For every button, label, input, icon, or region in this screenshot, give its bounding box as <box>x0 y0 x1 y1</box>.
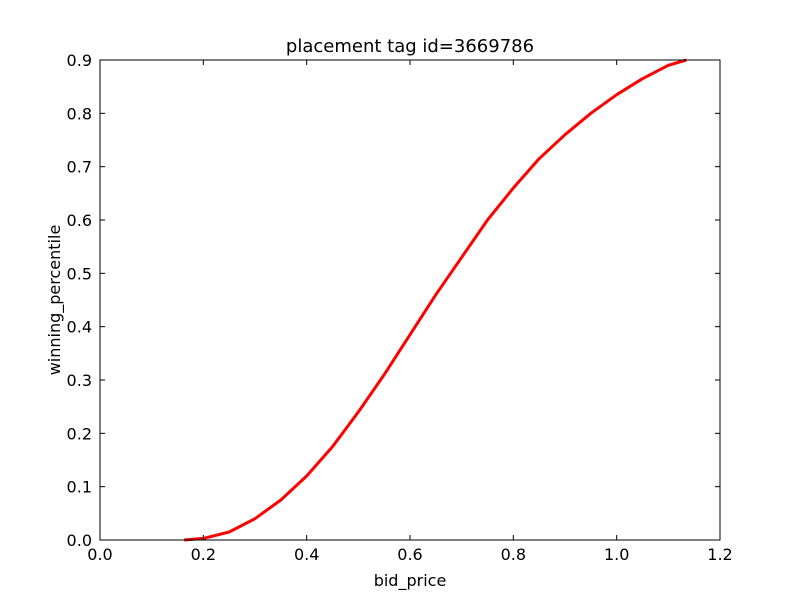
x-tick-label: 0.4 <box>294 545 319 564</box>
y-axis-label: winning_percentile <box>45 225 65 376</box>
x-tick-label: 0.0 <box>87 545 112 564</box>
x-tick-label: 0.6 <box>397 545 422 564</box>
chart-title: placement tag id=3669786 <box>286 36 534 57</box>
y-tick-label: 0.3 <box>67 371 92 390</box>
y-tick-label: 0.6 <box>67 211 92 230</box>
y-tick-label: 0.8 <box>67 104 92 123</box>
y-tick-label: 0.2 <box>67 424 92 443</box>
y-axis: 0.0 0.1 0.2 0.3 0.4 0.5 0.6 0.7 0.8 0.9 <box>67 51 720 550</box>
series-layer <box>184 58 687 542</box>
y-tick-label: 0.4 <box>67 318 92 337</box>
series-line-0 <box>184 58 687 542</box>
x-tick-label: 1.0 <box>604 545 629 564</box>
x-axis: 0.0 0.2 0.4 0.6 0.8 1.0 1.2 <box>87 60 733 564</box>
y-tick-label: 0.5 <box>67 264 92 283</box>
x-axis-label: bid_price <box>374 571 447 591</box>
y-tick-label: 0.9 <box>67 51 92 70</box>
x-tick-label: 0.8 <box>501 545 526 564</box>
x-tick-label: 1.2 <box>707 545 732 564</box>
plot-frame <box>99 59 721 541</box>
y-tick-label: 0.0 <box>67 531 92 550</box>
y-tick-label: 0.7 <box>67 158 92 177</box>
x-tick-label: 0.2 <box>191 545 216 564</box>
y-tick-label: 0.1 <box>67 478 92 497</box>
